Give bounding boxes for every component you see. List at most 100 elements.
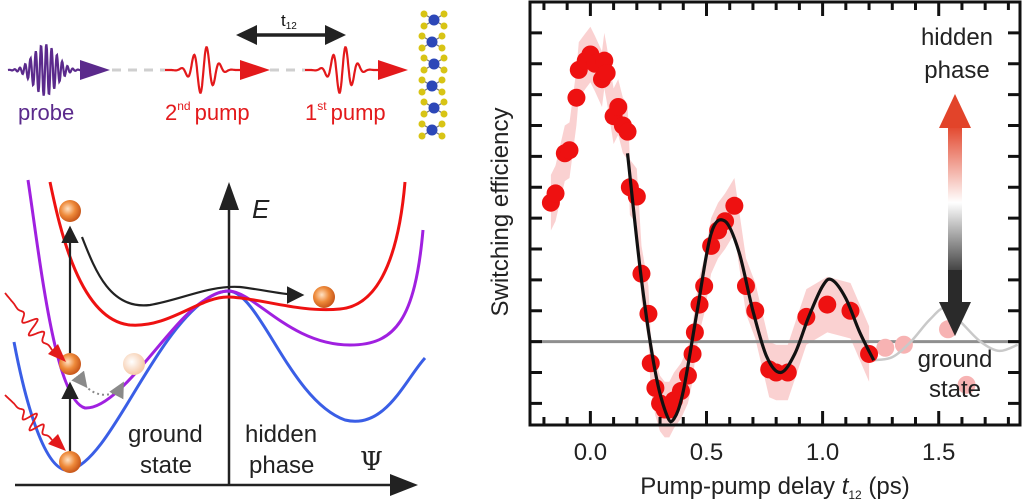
phase-arrow-shaft-dark — [948, 270, 962, 305]
sulfur-atom-icon — [420, 22, 428, 30]
arrow-down-icon — [939, 302, 971, 336]
pump1-arrowhead-icon — [378, 60, 408, 80]
sulfur-atom-icon — [440, 110, 448, 118]
x-tick-label: 1.0 — [806, 439, 839, 466]
ground-state-label-1: ground — [128, 421, 203, 448]
data-point — [818, 295, 837, 314]
metal-atom-icon — [428, 102, 440, 114]
sulfur-atom-icon — [420, 98, 428, 106]
sulfur-atom-icon — [440, 54, 448, 62]
data-point — [609, 97, 628, 116]
energy-diagram: E Ψ ground state hidden phase — [4, 179, 427, 496]
data-point — [778, 363, 797, 382]
metal-atom-icon — [428, 14, 440, 26]
faded-points — [876, 320, 976, 394]
ball-ground-icon — [59, 451, 81, 473]
x-tick-label: 1.5 — [922, 439, 955, 466]
hidden-phase-label-1: hidden — [245, 421, 317, 448]
data-point — [597, 64, 616, 83]
sulfur-atom-icon — [440, 10, 448, 18]
sulfur-atom-icon — [438, 44, 446, 52]
faded-data-point — [876, 338, 895, 357]
pulse-arrowhead-icon — [48, 344, 66, 362]
switching-path-arrow — [80, 236, 305, 307]
arrow-right-icon — [325, 25, 346, 45]
hidden-phase-label-2: phase — [249, 452, 314, 479]
crystal-lattice-icon — [418, 10, 448, 140]
sulfur-atom-icon — [438, 76, 446, 84]
pump2-arrowhead-icon — [240, 60, 270, 80]
ball-hidden-phase-icon — [313, 286, 335, 308]
ground-state-label-2: state — [140, 452, 192, 479]
sulfur-atom-icon — [438, 32, 446, 40]
sulfur-atom-icon — [418, 32, 426, 40]
pulse-arrowhead-icon — [48, 434, 66, 451]
data-point — [618, 122, 637, 141]
probe-pulse — [7, 44, 110, 96]
first-pump-pulse — [305, 46, 408, 94]
sulfur-atom-icon — [420, 110, 428, 118]
sulfur-atom-icon — [420, 66, 428, 74]
pump-pulse-2-icon — [4, 394, 53, 441]
sulfur-atom-icon — [438, 88, 446, 96]
metal-atom-icon — [426, 36, 438, 48]
switching-efficiency-chart: hidden phase ground state 0.0 0.5 1.0 1.5 P… — [487, 0, 1022, 500]
sulfur-atom-icon — [438, 120, 446, 128]
excited-state-curve — [48, 181, 407, 327]
sulfur-atom-icon — [420, 54, 428, 62]
ball-intermediate-faded-icon — [123, 353, 145, 375]
sulfur-atom-icon — [438, 132, 446, 140]
faded-data-point — [957, 375, 976, 394]
x-tick-label: 0.0 — [574, 439, 607, 466]
data-point — [567, 88, 586, 107]
ball-intermediate-icon — [59, 353, 81, 375]
probe-arrowhead-icon — [80, 60, 110, 80]
energy-axis-label: E — [252, 194, 270, 224]
second-pump-pulse — [165, 46, 270, 94]
sulfur-atom-icon — [440, 22, 448, 30]
sulfur-atom-icon — [420, 10, 428, 18]
order-parameter-label: Ψ — [360, 447, 383, 477]
data-point — [678, 366, 697, 385]
phase-arrow-shaft — [948, 125, 962, 280]
phase-indicator — [939, 94, 971, 336]
second-pump-label: 2nd pump — [165, 99, 250, 125]
axis-arrowhead-icon — [219, 182, 239, 210]
ground-state-annotation-2: state — [929, 376, 981, 403]
sulfur-atom-icon — [418, 120, 426, 128]
first-pump-label: 1st pump — [305, 99, 386, 125]
sulfur-atom-icon — [418, 44, 426, 52]
data-point — [560, 141, 579, 160]
probe-label: probe — [18, 100, 74, 125]
data-point — [725, 196, 744, 215]
sulfur-atom-icon — [440, 98, 448, 106]
y-axis-label: Switching efficiency — [487, 108, 514, 317]
sulfur-atom-icon — [418, 88, 426, 96]
arrow-up-icon — [939, 94, 971, 128]
hidden-phase-annotation-2: phase — [924, 57, 989, 84]
fit-line — [625, 153, 876, 424]
ground-state-curve — [12, 289, 427, 472]
metal-atom-icon — [426, 124, 438, 136]
arrow-left-icon — [236, 25, 257, 45]
data-point — [546, 184, 565, 203]
axis-ticks — [530, 2, 1020, 425]
axis-arrowhead-icon — [390, 474, 418, 496]
x-axis-label: Pump-pump delay t12 (ps) — [640, 473, 909, 500]
delay-arrow — [236, 25, 346, 45]
faded-data-point — [894, 335, 913, 354]
x-tick-label: 0.5 — [690, 439, 723, 466]
metal-atom-icon — [428, 58, 440, 70]
sulfur-atom-icon — [440, 66, 448, 74]
pump-pulse-1-icon — [4, 292, 53, 351]
ball-excited-icon — [59, 200, 81, 222]
pulse-scheme: t12 probe 2nd pump 1st pump — [7, 10, 448, 140]
data-point — [641, 354, 660, 373]
sulfur-atom-icon — [418, 76, 426, 84]
x-tick-labels: 0.0 0.5 1.0 1.5 — [574, 439, 956, 466]
metal-atom-icon — [426, 80, 438, 92]
intermediate-curve — [26, 179, 425, 410]
ground-state-annotation-1: ground — [918, 346, 993, 373]
delay-label: t12 — [281, 11, 297, 32]
